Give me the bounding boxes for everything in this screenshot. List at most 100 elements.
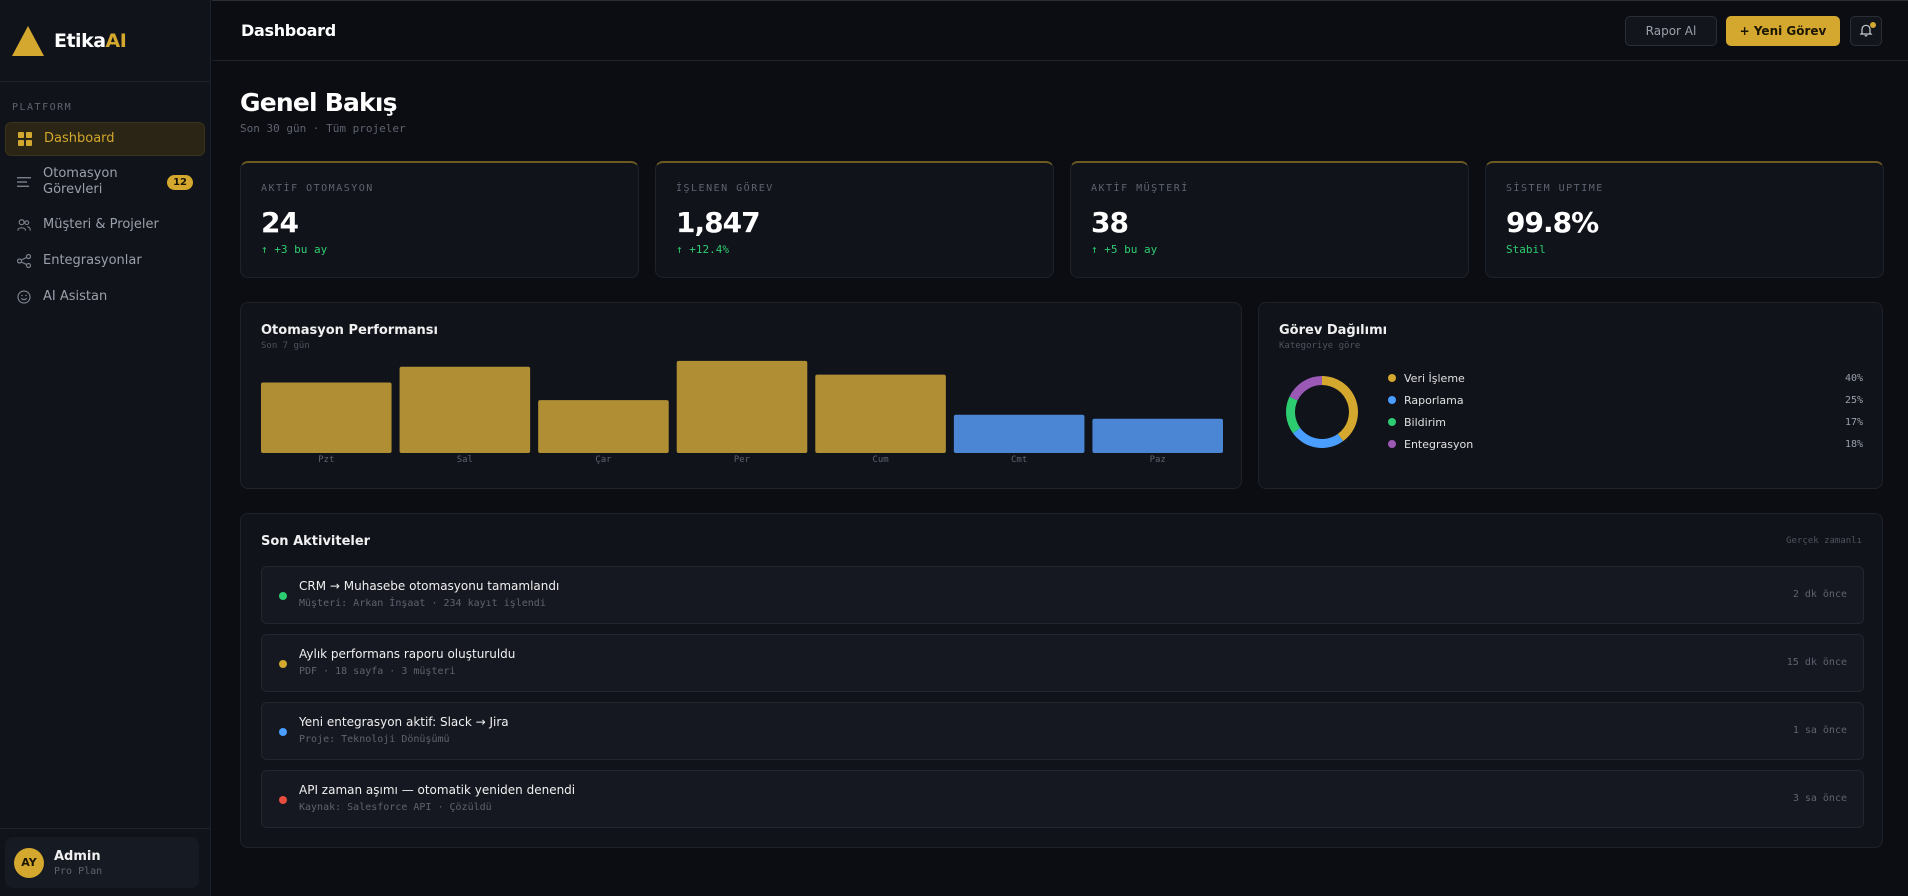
sidebar: EtikaAI PLATFORM Dashboard Otomasyon Gör… bbox=[0, 0, 211, 896]
kpi-delta: ↑ +5 bu ay bbox=[1091, 243, 1158, 256]
status-dot bbox=[279, 592, 287, 600]
legend-label: Bildirim bbox=[1404, 415, 1446, 429]
activity-item[interactable]: Yeni entegrasyon aktif: Slack → Jira Pro… bbox=[261, 702, 1864, 760]
user-name: Admin bbox=[54, 848, 101, 864]
bar-Cum bbox=[815, 374, 946, 453]
activity-title: Aylık performans raporu oluşturuldu bbox=[299, 647, 516, 661]
activity-detail: Kaynak: Salesforce API · Çözüldü bbox=[299, 802, 492, 813]
sidebar-item-integrations[interactable]: Entegrasyonlar bbox=[5, 244, 205, 278]
bar-Çar bbox=[538, 400, 669, 453]
legend-value: 25% bbox=[1844, 394, 1863, 406]
legend-value: 40% bbox=[1844, 372, 1863, 384]
distribution-panel: Görev Dağılımı Kategoriye göre Veri İşle… bbox=[1258, 302, 1883, 489]
page-subtitle: Son 30 gün · Tüm projeler bbox=[240, 122, 406, 135]
activity-detail: Müşteri: Arkan İnşaat · 234 kayıt işlend… bbox=[299, 598, 546, 609]
sidebar-item-automation-tasks[interactable]: Otomasyon Görevleri 12 bbox=[5, 158, 205, 206]
sidebar-item-label: Müşteri & Projeler bbox=[43, 217, 159, 233]
grid-icon bbox=[18, 132, 32, 146]
performance-bar-chart bbox=[261, 360, 1223, 453]
user-profile[interactable]: AY Admin Pro Plan bbox=[5, 837, 199, 888]
activity-detail: PDF · 18 sayfa · 3 müşteri bbox=[299, 666, 456, 677]
kpi-value: 1,847 bbox=[676, 206, 761, 239]
legend-item: Raporlama 25% bbox=[1388, 391, 1863, 409]
bar-Pzt bbox=[261, 382, 392, 453]
kpi-delta: Stabil bbox=[1506, 243, 1546, 256]
share-icon bbox=[17, 254, 31, 268]
bar-category-label: Cum bbox=[872, 455, 889, 465]
activity-detail: Proje: Teknoloji Dönüşümü bbox=[299, 734, 450, 745]
legend-value: 18% bbox=[1844, 438, 1863, 450]
activity-item[interactable]: API zaman aşımı — otomatik yeniden denen… bbox=[261, 770, 1864, 828]
activity-item[interactable]: Aylık performans raporu oluşturuldu PDF … bbox=[261, 634, 1864, 692]
topbar-title: Dashboard bbox=[241, 21, 336, 40]
sidebar-item-label: Entegrasyonlar bbox=[43, 253, 142, 269]
kpi-value: 24 bbox=[261, 206, 299, 239]
brand-logo[interactable]: EtikaAI bbox=[0, 0, 210, 82]
kpi-label: AKTİF OTOMASYON bbox=[261, 183, 374, 194]
avatar: AY bbox=[14, 847, 44, 878]
bar-category-label: Paz bbox=[1149, 455, 1166, 465]
legend-dot bbox=[1388, 440, 1396, 448]
bar-category-label: Sal bbox=[456, 455, 473, 465]
users-icon bbox=[17, 218, 31, 232]
report-button[interactable]: Rapor Al bbox=[1625, 16, 1717, 46]
sidebar-item-label: Dashboard bbox=[44, 131, 115, 147]
sidebar-item-ai-assistant[interactable]: AI Asistan bbox=[5, 280, 205, 314]
bar-Paz bbox=[1092, 418, 1223, 453]
notifications-button[interactable] bbox=[1850, 16, 1882, 46]
kpi-label: SİSTEM UPTIME bbox=[1506, 183, 1604, 194]
legend-dot bbox=[1388, 396, 1396, 404]
bar-category-label: Per bbox=[733, 455, 751, 465]
status-dot bbox=[279, 796, 287, 804]
activity-time: 3 sa önce bbox=[1792, 793, 1847, 804]
activity-title: CRM → Muhasebe otomasyonu tamamlandı bbox=[299, 579, 560, 593]
legend-label: Veri İşleme bbox=[1404, 371, 1465, 385]
donut-slice-2 bbox=[1286, 396, 1301, 434]
activities-panel: Son Aktiviteler Gerçek zamanlı CRM → Muh… bbox=[240, 513, 1883, 848]
legend-value: 17% bbox=[1844, 416, 1863, 428]
panel-title: Görev Dağılımı bbox=[1279, 323, 1388, 338]
list-icon bbox=[17, 175, 31, 189]
bar-Sal bbox=[399, 366, 531, 453]
sidebar-item-label: Otomasyon Görevleri bbox=[43, 166, 118, 197]
kpi-value: 38 bbox=[1091, 206, 1129, 239]
sidebar-item-label: AI Asistan bbox=[43, 289, 108, 305]
kpi-label: AKTİF MÜŞTERİ bbox=[1091, 183, 1189, 194]
kpi-card-processed-tasks: İŞLENEN GÖREV 1,847 ↑ +12.4% bbox=[655, 161, 1054, 278]
activity-title: Yeni entegrasyon aktif: Slack → Jira bbox=[299, 715, 509, 729]
legend-label: Entegrasyon bbox=[1404, 437, 1474, 451]
logo-triangle-icon bbox=[12, 25, 44, 56]
activity-time: 2 dk önce bbox=[1792, 589, 1847, 600]
sidebar-item-dashboard[interactable]: Dashboard bbox=[5, 122, 205, 156]
bell-icon bbox=[1859, 22, 1873, 41]
smile-icon bbox=[17, 290, 31, 304]
kpi-delta: ↑ +3 bu ay bbox=[261, 243, 328, 256]
new-task-button[interactable]: + Yeni Görev bbox=[1726, 16, 1840, 46]
activity-time: 15 dk önce bbox=[1786, 657, 1847, 668]
legend-dot bbox=[1388, 418, 1396, 426]
performance-panel: Otomasyon Performansı Son 7 gün Pzt Sal Ça… bbox=[240, 302, 1242, 489]
kpi-label: İŞLENEN GÖREV bbox=[676, 183, 774, 194]
kpi-delta: ↑ +12.4% bbox=[676, 243, 729, 256]
activity-title: API zaman aşımı — otomatik yeniden denen… bbox=[299, 783, 576, 797]
panel-title: Son Aktiviteler bbox=[261, 534, 371, 549]
sidebar-nav: Dashboard Otomasyon Görevleri 12 Müşteri… bbox=[0, 122, 210, 314]
notification-dot bbox=[1870, 22, 1876, 28]
brand-name: EtikaAI bbox=[54, 29, 127, 52]
kpi-value: 99.8% bbox=[1506, 206, 1599, 239]
bar-category-label: Çar bbox=[595, 455, 612, 465]
topbar: Dashboard Rapor Al + Yeni Görev bbox=[212, 0, 1908, 61]
panel-subtitle: Kategoriye göre bbox=[1279, 341, 1361, 351]
sidebar-item-customers-projects[interactable]: Müşteri & Projeler bbox=[5, 208, 205, 242]
legend-label: Raporlama bbox=[1404, 393, 1464, 407]
donut-slice-0 bbox=[1322, 376, 1358, 442]
realtime-label: Gerçek zamanlı bbox=[1786, 536, 1862, 546]
donut-slice-1 bbox=[1292, 427, 1344, 448]
activity-item[interactable]: CRM → Muhasebe otomasyonu tamamlandı Müş… bbox=[261, 566, 1864, 624]
panel-title: Otomasyon Performansı bbox=[261, 323, 438, 338]
legend-item: Entegrasyon 18% bbox=[1388, 435, 1863, 453]
status-dot bbox=[279, 728, 287, 736]
legend-item: Veri İşleme 40% bbox=[1388, 369, 1863, 387]
task-count-badge: 12 bbox=[167, 174, 193, 190]
user-plan: Pro Plan bbox=[54, 865, 103, 877]
